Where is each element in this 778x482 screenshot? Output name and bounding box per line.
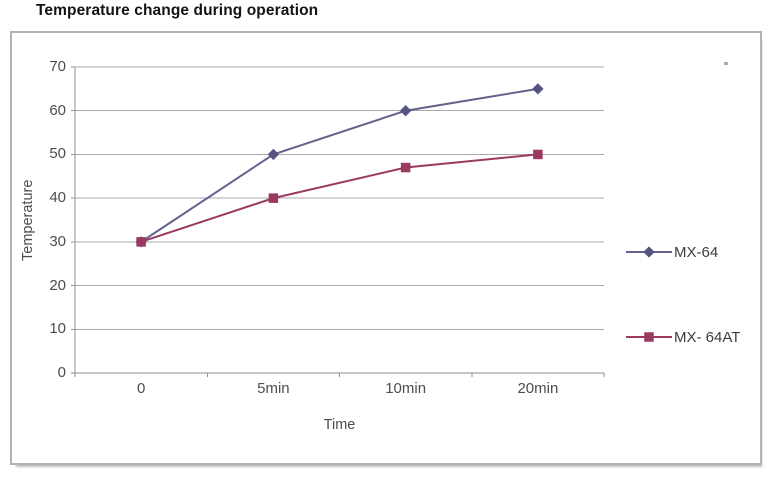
artifact-dot	[724, 62, 728, 65]
x-tick-label: 20min	[517, 380, 559, 397]
x-tick-label: 5min	[257, 380, 290, 397]
legend-item-mx64: MX-64	[626, 243, 719, 261]
x-axis-title: Time	[323, 417, 356, 433]
y-tick-label: 0	[57, 364, 66, 381]
x-tick-label: 10min	[385, 380, 427, 397]
plot-area	[71, 66, 605, 377]
y-tick-label: 70	[49, 58, 66, 75]
mx64-series-marker-icon	[626, 246, 672, 258]
y-tick-label: 40	[49, 189, 66, 207]
legend-item-mx64at: MX- 64AT	[626, 328, 741, 346]
x-tick-label: 0	[136, 380, 146, 397]
y-tick-label: 30	[49, 232, 66, 250]
legend-label-mx64: MX-64	[674, 243, 719, 261]
y-tick-label: 20	[49, 276, 66, 294]
y-tick-label: 50	[49, 145, 66, 163]
chart-title: Temperature change during operation	[36, 2, 319, 19]
y-tick-label: 10	[49, 320, 66, 338]
legend-label-mx64at: MX- 64AT	[674, 328, 741, 346]
chart-container: Temperature Time 0 10 20 30 40 50 60 70 0 5min 10…	[10, 31, 762, 465]
mx64at-series-marker-icon	[626, 332, 672, 342]
y-tick-label: 60	[49, 101, 66, 119]
